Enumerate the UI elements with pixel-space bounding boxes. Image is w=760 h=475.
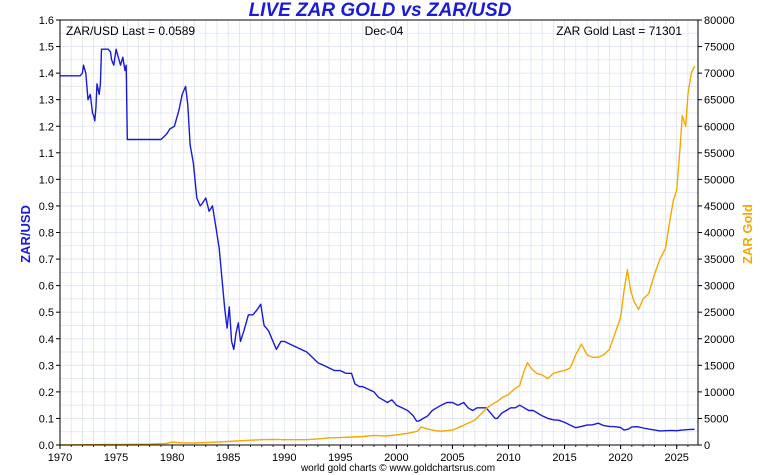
y-right-tick-label: 45000	[704, 201, 735, 213]
y-left-tick-label: 0.9	[39, 201, 54, 213]
x-tick-label: 1985	[216, 452, 240, 464]
y-axis-right-label: ZAR Gold	[740, 204, 755, 264]
y-left-tick-label: 1.0	[39, 174, 54, 186]
y-left-tick-label: 0.3	[39, 360, 54, 372]
y-left-tick-label: 0.7	[39, 254, 54, 266]
x-tick-label: 1980	[160, 452, 184, 464]
y-right-tick-label: 20000	[704, 334, 735, 346]
x-tick-label: 1970	[48, 452, 72, 464]
y-left-tick-label: 0.5	[39, 307, 54, 319]
y-right-tick-label: 30000	[704, 281, 735, 293]
left-last-value: ZAR/USD Last = 0.0589	[66, 24, 195, 38]
x-tick-label: 2020	[608, 452, 632, 464]
x-tick-label: 2005	[440, 452, 464, 464]
x-tick-label: 1990	[272, 452, 296, 464]
y-right-tick-label: 80000	[704, 15, 735, 27]
series-lines	[59, 48, 696, 446]
chart-title: LIVE ZAR GOLD vs ZAR/USD	[249, 0, 512, 21]
y-left-tick-label: 0.4	[39, 334, 54, 346]
x-tick-label: 1995	[328, 452, 352, 464]
x-tick-label: 2025	[664, 452, 688, 464]
x-tick-label: 2000	[384, 452, 408, 464]
y-right-tick-label: 75000	[704, 42, 735, 54]
y-left-tick-label: 1.3	[39, 95, 54, 107]
x-tick-label: 2010	[496, 452, 520, 464]
series-line-zar-usd	[60, 48, 695, 432]
y-right-tick-label: 25000	[704, 307, 735, 319]
y-left-tick-label: 0.0	[39, 440, 54, 452]
footer-credit: world gold charts © www.goldchartsrus.co…	[300, 463, 495, 474]
axis-ticks: 1970 1975 1980 1985 1990 1995 2000 2005 2010 2015…	[39, 15, 735, 464]
right-last-value: ZAR Gold Last = 71301	[556, 24, 682, 38]
y-right-tick-label: 70000	[704, 68, 735, 80]
y-left-tick-label: 0.6	[39, 281, 54, 293]
y-left-tick-label: 1.2	[39, 121, 54, 133]
y-left-tick-label: 0.1	[39, 413, 54, 425]
y-right-tick-label: 15000	[704, 360, 735, 372]
y-right-tick-label: 65000	[704, 95, 735, 107]
y-left-tick-label: 1.4	[39, 68, 54, 80]
y-axis-left-label: ZAR/USD	[18, 205, 33, 263]
y-right-tick-label: 10000	[704, 387, 735, 399]
y-left-tick-label: 0.2	[39, 387, 54, 399]
y-right-tick-label: 35000	[704, 254, 735, 266]
y-left-tick-label: 1.6	[39, 15, 54, 27]
y-right-tick-label: 0	[704, 440, 710, 452]
date-label: Dec-04	[365, 24, 404, 38]
y-right-tick-label: 40000	[704, 228, 735, 240]
y-left-tick-label: 1.5	[39, 42, 54, 54]
y-right-tick-label: 55000	[704, 148, 735, 160]
y-right-tick-label: 50000	[704, 174, 735, 186]
series-line-zar-gold	[59, 65, 696, 446]
y-right-tick-label: 5000	[704, 413, 728, 425]
y-left-tick-label: 0.8	[39, 228, 54, 240]
y-left-tick-label: 1.1	[39, 148, 54, 160]
y-right-tick-label: 60000	[704, 121, 735, 133]
x-tick-label: 2015	[552, 452, 576, 464]
x-tick-label: 1975	[104, 452, 128, 464]
